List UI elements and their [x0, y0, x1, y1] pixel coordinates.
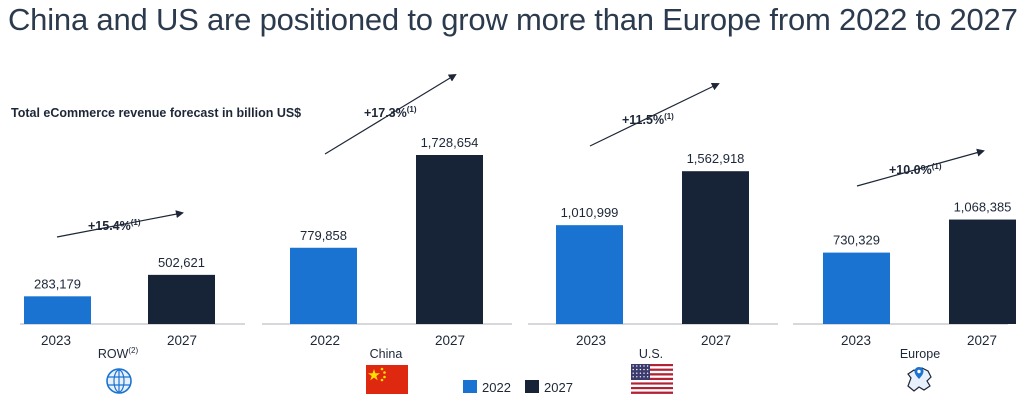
growth-arrow — [324, 73, 457, 155]
x-tick-label: 2027 — [967, 333, 997, 348]
europe-map-icon — [907, 367, 932, 392]
x-tick-label: 2022 — [310, 333, 340, 348]
globe-icon — [106, 368, 132, 394]
x-tick-label: 2023 — [841, 333, 871, 348]
data-label: 1,068,385 — [954, 200, 1012, 215]
us-flag-icon — [631, 364, 673, 394]
legend-label: 2022 — [482, 380, 511, 395]
bar — [290, 247, 357, 324]
data-label: 1,010,999 — [561, 205, 619, 220]
growth-arrow — [56, 210, 184, 238]
x-tick-label: 2023 — [576, 333, 606, 348]
chart-title: China and US are positioned to grow more… — [8, 2, 1018, 37]
growth-label: +15.4%(1) — [88, 218, 141, 233]
data-label: 1,562,918 — [687, 151, 745, 166]
x-tick-label: 2027 — [701, 333, 731, 348]
bar — [24, 296, 91, 324]
data-label: 502,621 — [158, 255, 205, 270]
group-label: Europe — [900, 347, 940, 361]
china-flag-icon — [366, 365, 408, 394]
data-label: 1,728,654 — [421, 135, 479, 150]
legend-swatch — [463, 380, 477, 393]
bar — [556, 225, 623, 324]
x-tick-label: 2027 — [435, 333, 465, 348]
legend-label: 2027 — [544, 380, 573, 395]
bar — [148, 274, 215, 324]
growth-arrow — [856, 148, 985, 187]
data-label: 730,329 — [833, 233, 880, 248]
x-tick-label: 2023 — [41, 333, 71, 348]
growth-label: +10.0%(1) — [889, 162, 942, 177]
x-tick-label: 2027 — [167, 333, 197, 348]
growth-label: +17.3%(1) — [364, 105, 417, 120]
bar — [682, 171, 749, 324]
data-label: 283,179 — [34, 276, 81, 291]
bar — [949, 219, 1016, 324]
chart-subtitle: Total eCommerce revenue forecast in bill… — [11, 106, 301, 120]
group-label: ROW(2) — [98, 346, 139, 361]
group-label: China — [370, 347, 403, 361]
data-label: 779,858 — [300, 228, 347, 243]
group-label: U.S. — [639, 347, 663, 361]
bar — [823, 252, 890, 324]
bar — [416, 155, 483, 324]
growth-arrow — [589, 83, 720, 147]
legend-swatch — [525, 380, 539, 393]
growth-label: +11.5%(1) — [622, 112, 674, 127]
